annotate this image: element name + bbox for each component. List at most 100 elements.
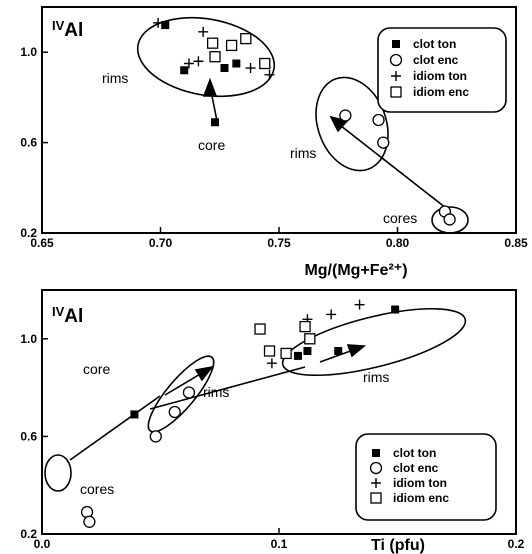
annotation-label: core xyxy=(83,361,110,377)
data-point xyxy=(334,347,343,355)
legend-marker xyxy=(369,461,383,475)
data-point xyxy=(326,309,337,320)
legend-marker xyxy=(370,492,382,504)
data-point xyxy=(240,32,252,45)
legend: clot ton clot enc idiom ton idiom enc xyxy=(355,433,497,521)
y-tick-label: 0.2 xyxy=(20,527,37,541)
guide-lines xyxy=(44,307,467,492)
data-point xyxy=(254,323,266,335)
annotation-label: rims xyxy=(203,384,229,400)
data-point xyxy=(372,113,385,127)
y-axis-label-main: Al xyxy=(64,306,83,327)
trend-line xyxy=(335,121,447,209)
rims-ellipse xyxy=(147,355,215,433)
legend-marker xyxy=(389,53,403,67)
y-tick-label: 1.0 xyxy=(20,45,37,59)
legend-marker xyxy=(391,71,401,81)
legend-frame xyxy=(355,433,497,521)
x-tick-label: 0.70 xyxy=(149,236,173,250)
annotation-label: rims xyxy=(102,70,128,86)
legend: clot ton clot enc idiom ton idiom enc xyxy=(377,27,507,113)
data-point xyxy=(245,63,256,74)
data-point xyxy=(168,405,181,419)
arrow-head xyxy=(194,365,214,382)
y-axis-label: IVAl xyxy=(52,18,83,41)
y-axis-label: IVAl xyxy=(52,304,83,327)
x-tick-label: 0.65 xyxy=(30,236,54,250)
y-tick-label: 0.2 xyxy=(20,226,37,240)
y-axis-label-main: Al xyxy=(64,20,83,41)
legend-markers xyxy=(389,40,403,98)
data-point xyxy=(280,347,292,360)
x-axis-ticks: 0.0 0.1 0.2 xyxy=(34,528,525,551)
data-points xyxy=(153,17,456,226)
legend-label: idiom ton xyxy=(393,476,447,490)
legend-marker xyxy=(371,478,381,488)
data-point xyxy=(153,17,164,28)
guide-lines xyxy=(136,16,469,234)
data-point xyxy=(225,39,238,52)
legend-label: idiom enc xyxy=(413,85,469,99)
y-tick-label: 1.0 xyxy=(20,332,37,346)
arrow-head xyxy=(346,344,367,358)
x-axis-label: Ti (pfu) xyxy=(371,537,425,554)
legend-label: clot ton xyxy=(413,37,456,51)
trend-line xyxy=(69,395,161,461)
cores-ellipse xyxy=(44,454,72,492)
x-tick-label: 0.1 xyxy=(271,537,288,551)
bottom-panel: 0.2 0.6 1.0 0.0 0.1 0.2 IVAl Ti (pfu) core r… xyxy=(20,289,525,554)
annotation-label: rims xyxy=(290,145,316,161)
data-point xyxy=(443,213,456,226)
legend-marker xyxy=(392,40,400,48)
data-point xyxy=(354,299,365,310)
rims-ellipse xyxy=(281,307,467,377)
legend-label: idiom ton xyxy=(413,69,467,83)
data-point xyxy=(259,57,271,70)
arrow-head xyxy=(202,77,218,97)
legend-label: clot ton xyxy=(393,446,436,460)
data-point xyxy=(303,347,312,355)
annotation-label: rims xyxy=(363,369,389,385)
data-point xyxy=(209,51,221,63)
annotation-label: cores xyxy=(383,210,417,226)
data-point xyxy=(339,109,352,122)
x-tick-label: 0.0 xyxy=(34,537,51,551)
data-point xyxy=(220,64,229,73)
x-axis-label: Mg/(Mg+Fe²⁺) xyxy=(304,262,407,279)
y-axis-label-superscript: IV xyxy=(52,18,65,33)
top-panel: 0.2 0.6 1.0 0.65 0.70 0.75 0.80 0.85 IVAl Mg/(… xyxy=(20,6,528,279)
data-point xyxy=(180,66,189,75)
data-point xyxy=(182,386,196,399)
data-point xyxy=(211,118,220,127)
cores-ellipse xyxy=(431,206,469,234)
y-axis-ticks: 0.2 0.6 1.0 xyxy=(20,45,48,240)
y-tick-label: 0.6 xyxy=(20,136,37,150)
data-point xyxy=(232,59,241,68)
data-point xyxy=(183,58,194,69)
data-point xyxy=(266,358,277,369)
data-point xyxy=(193,56,204,67)
data-point xyxy=(299,320,311,333)
rims-ellipse xyxy=(136,16,276,98)
rims-ellipse xyxy=(315,76,389,172)
data-point xyxy=(83,515,96,528)
data-point xyxy=(293,351,302,360)
x-tick-label: 0.85 xyxy=(504,236,528,250)
y-tick-label: 0.6 xyxy=(20,429,37,443)
data-point xyxy=(198,26,209,37)
y-axis-ticks: 0.2 0.6 1.0 xyxy=(20,332,48,541)
data-point xyxy=(161,21,170,30)
x-tick-label: 0.80 xyxy=(386,236,410,250)
data-points xyxy=(80,299,400,528)
data-point xyxy=(377,136,390,149)
x-tick-label: 0.75 xyxy=(267,236,291,250)
legend-frame xyxy=(377,27,507,113)
legend-markers xyxy=(369,449,383,504)
x-tick-label: 0.2 xyxy=(508,537,525,551)
legend-label: idiom enc xyxy=(393,491,449,505)
data-point xyxy=(149,430,162,443)
annotation-label: cores xyxy=(80,481,114,497)
x-axis-ticks: 0.65 0.70 0.75 0.80 0.85 xyxy=(30,227,528,250)
legend-label: clot enc xyxy=(413,53,459,67)
